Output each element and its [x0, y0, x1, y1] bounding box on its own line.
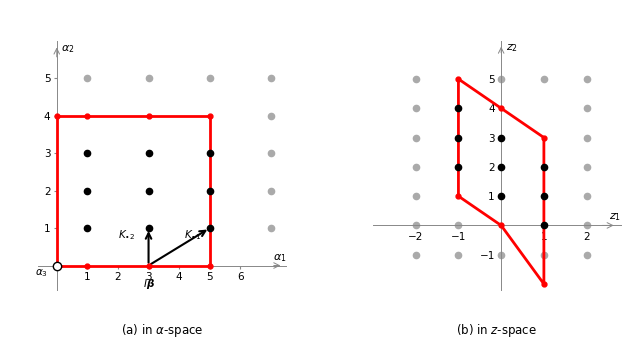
Text: $K_{\bullet 2}$: $K_{\bullet 2}$ — [118, 228, 135, 242]
Text: $K_{\bullet 1}$: $K_{\bullet 1}$ — [184, 228, 201, 242]
Text: $I\boldsymbol{\beta}$: $I\boldsymbol{\beta}$ — [143, 277, 154, 291]
Text: $z_1$: $z_1$ — [609, 211, 621, 223]
Text: $\alpha_2$: $\alpha_2$ — [61, 43, 75, 55]
Text: $\alpha_1$: $\alpha_1$ — [273, 252, 286, 264]
Text: $z_2$: $z_2$ — [506, 42, 518, 54]
Text: $\alpha_3$: $\alpha_3$ — [35, 267, 48, 279]
Text: (a) in $\alpha$-space: (a) in $\alpha$-space — [121, 322, 204, 339]
Text: (b) in $z$-space: (b) in $z$-space — [456, 322, 538, 339]
